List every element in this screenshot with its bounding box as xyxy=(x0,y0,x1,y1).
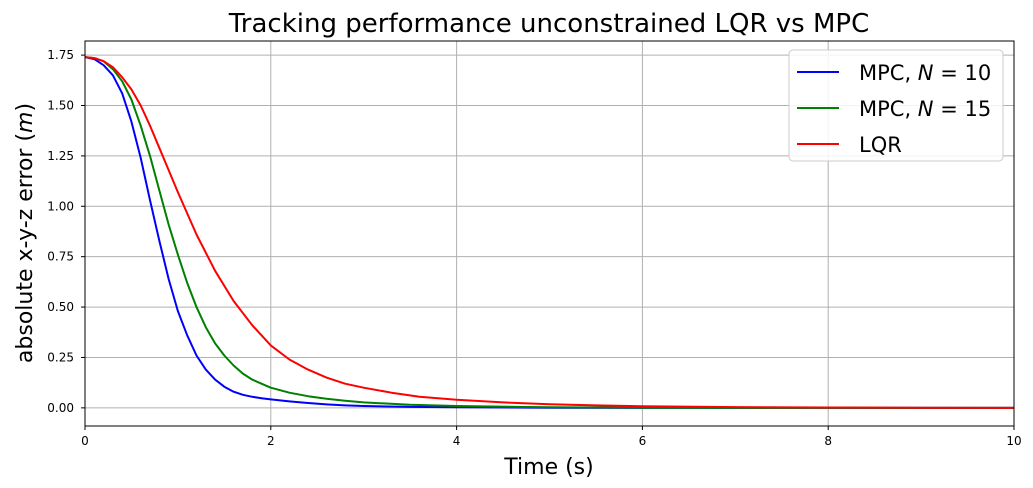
x-axis-label: Time (s) xyxy=(503,455,593,480)
y-tick-label: 1.25 xyxy=(47,149,74,163)
legend-label: MPC, N = 10 xyxy=(859,61,991,85)
y-tick-label: 0.75 xyxy=(47,250,74,264)
legend-label-prefix: MPC, xyxy=(859,97,918,121)
x-tick-label: 0 xyxy=(81,434,89,448)
legend-label-value: = 15 xyxy=(934,97,992,121)
y-tick-label: 0.25 xyxy=(47,350,74,364)
legend-label-var: N xyxy=(918,97,934,121)
x-tick-label: 8 xyxy=(824,434,832,448)
series-line-3 xyxy=(84,56,1015,409)
y-axis-label-var: m xyxy=(13,112,38,133)
y-axis-label-suffix: ) xyxy=(13,103,38,112)
x-tick-label: 2 xyxy=(267,434,275,448)
chart-title: Tracking performance unconstrained LQR v… xyxy=(228,9,870,39)
x-tick-label: 10 xyxy=(1006,434,1021,448)
legend-label: MPC, N = 15 xyxy=(859,97,991,121)
ticks: 0 2 4 6 8 10 0.00 0.25 0.50 0.75 1.00 1.25 1.50 1.75 xyxy=(47,48,1021,448)
y-tick-label: 1.50 xyxy=(47,99,74,113)
series-line-2 xyxy=(84,56,1014,409)
legend-label-prefix: LQR xyxy=(859,133,902,157)
series-lines xyxy=(84,56,1015,409)
legend-label-var: N xyxy=(918,61,934,85)
legend-label: LQR xyxy=(859,133,902,157)
y-axis-label-prefix: absolute x-y-z error ( xyxy=(13,133,38,363)
legend-box xyxy=(788,49,1004,162)
x-tick-label: 4 xyxy=(453,434,461,448)
legend-label-value: = 10 xyxy=(934,61,992,85)
y-tick-label: 1.75 xyxy=(47,48,74,62)
y-axis-label: absolute x-y-z error (m) xyxy=(13,103,38,363)
x-tick-label: 6 xyxy=(639,434,647,448)
series-line-1 xyxy=(84,56,1014,409)
y-tick-label: 0.50 xyxy=(47,300,74,314)
plot-frame xyxy=(84,40,1015,427)
y-tick-label: 0.00 xyxy=(47,401,74,415)
y-tick-label: 1.00 xyxy=(47,199,74,213)
legend-label-prefix: MPC, xyxy=(859,61,918,85)
